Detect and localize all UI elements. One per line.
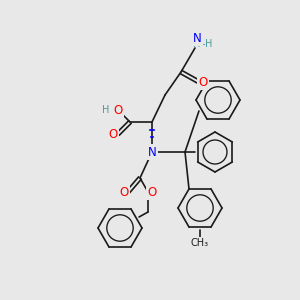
Text: O: O [113, 103, 123, 116]
Text: H: H [193, 39, 201, 49]
Text: -: - [111, 105, 115, 115]
Text: O: O [198, 76, 208, 88]
Text: -: - [201, 39, 205, 49]
Text: N: N [148, 146, 156, 158]
Text: H: H [102, 105, 110, 115]
Text: O: O [147, 185, 157, 199]
Text: H: H [205, 39, 213, 49]
Text: CH₃: CH₃ [191, 238, 209, 248]
Text: N: N [193, 32, 201, 44]
Text: O: O [119, 185, 129, 199]
Text: O: O [108, 128, 118, 140]
